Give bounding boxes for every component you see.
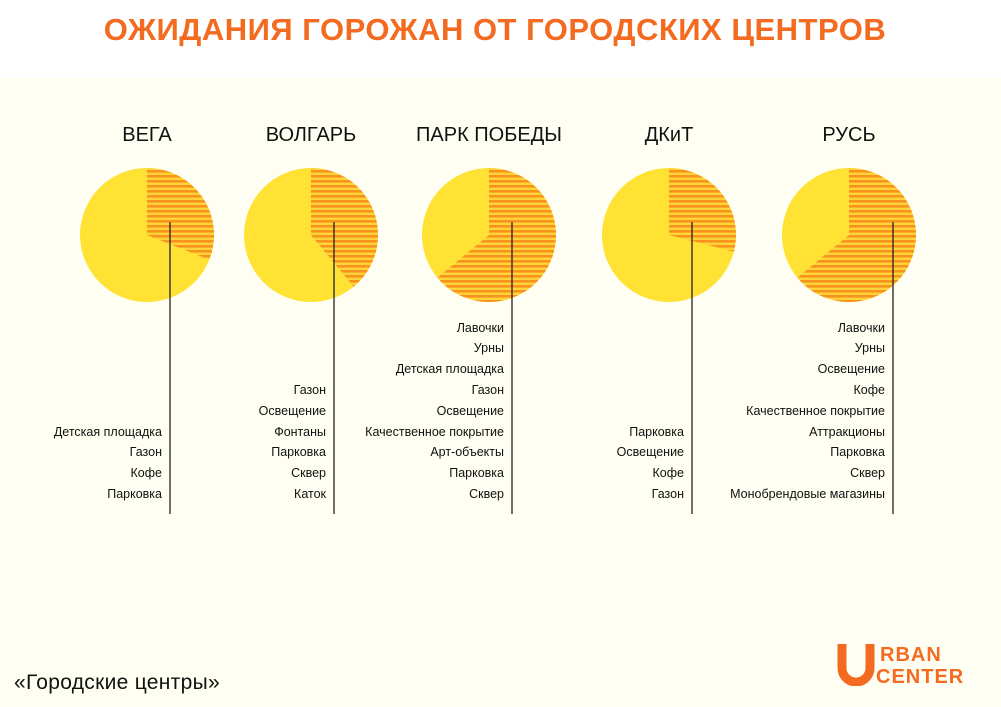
center-name-5: РУСЬ	[822, 124, 876, 146]
legend-item: Парковка	[107, 486, 162, 501]
page-title: ОЖИДАНИЯ ГОРОЖАН ОТ ГОРОДСКИХ ЦЕНТРОВ	[103, 12, 887, 47]
legend-item: Сквер	[291, 466, 326, 481]
legend-item: Каток	[294, 486, 326, 501]
legend-item: Кофе	[652, 466, 684, 481]
pie-slice-highlight-5	[797, 168, 916, 302]
legend-item: Газон	[471, 382, 504, 397]
legend-item: Аттракционы	[809, 424, 885, 439]
pie-slice-highlight-3	[437, 168, 556, 302]
legend-item: Парковка	[449, 466, 504, 481]
legend-item: Освещение	[258, 403, 326, 418]
center-name-1: ВЕГА	[122, 124, 172, 146]
legend-item: Газон	[651, 486, 684, 501]
center-name-3: ПАРК ПОБЕДЫ	[416, 124, 562, 146]
legend-item: Сквер	[850, 466, 885, 481]
legend-item: Газон	[293, 383, 326, 397]
urban-center-logo: RBAN CENTER	[836, 642, 996, 692]
legend-item: Качественное покрытие	[746, 403, 885, 418]
legend-item: Детская площадка	[53, 424, 162, 439]
footer-caption: «Городские центры»	[14, 671, 220, 694]
legend-item: Лавочки	[837, 320, 885, 335]
legend-item: Газон	[129, 445, 162, 460]
legend-list-1: Детская площадка Газон Кофе Парковка	[0, 422, 162, 505]
center-name-2: ВОЛГАРЬ	[265, 124, 357, 146]
legend-list-2: Газон Освещение Фонтаны Парковка Сквер Каток	[86, 380, 326, 505]
center-name-4: ДКиТ	[644, 124, 694, 146]
logo-text-bottom: CENTER	[876, 666, 965, 688]
legend-item: Урны	[473, 341, 504, 356]
legend-item: Освещение	[436, 403, 504, 418]
legend-item: Детская площадка	[395, 362, 504, 377]
legend-list-3: Лавочки Урны Детская площадка Газон Освещени…	[264, 318, 504, 505]
legend-item: Парковка	[271, 445, 326, 460]
legend-item: Фонтаны	[274, 424, 326, 439]
legend-item: Освещение	[616, 445, 684, 460]
legend-item: Качественное покрытие	[365, 424, 504, 439]
legend-item: Лавочки	[456, 320, 504, 335]
legend-item: Урны	[854, 341, 885, 356]
pie-slice-highlight-2	[311, 168, 378, 287]
legend-item: Освещение	[817, 362, 885, 377]
legend-item: Кофе	[130, 466, 162, 481]
logo-text-top: RBAN	[880, 644, 942, 666]
legend-item: Парковка	[629, 424, 684, 439]
legend-item: Кофе	[853, 382, 885, 397]
legend-item: Монобрендовые магазины	[730, 486, 885, 501]
legend-item: Парковка	[830, 445, 885, 460]
logo-u-icon	[837, 644, 875, 686]
pie-slice-highlight-4	[669, 168, 736, 252]
legend-list-5: Лавочки Урны Освещение Кофе Качественное пок…	[645, 318, 885, 505]
legend-item: Арт-объекты	[430, 445, 504, 460]
legend-list-4: Парковка Освещение Кофе Газон	[444, 422, 684, 505]
legend-item: Сквер	[469, 486, 504, 501]
pie-slice-highlight-1	[147, 168, 214, 260]
